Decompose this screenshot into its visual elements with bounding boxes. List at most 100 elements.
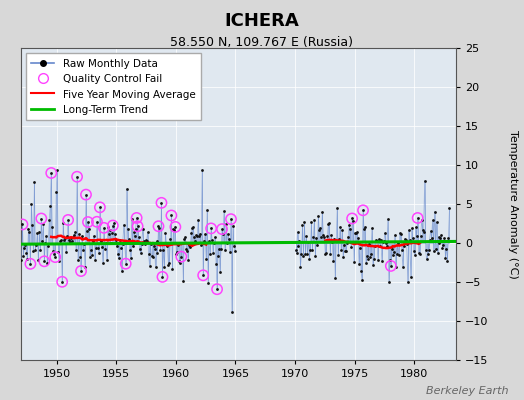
Point (229, 223, 237, 229)
Point (300, 219, 309, 225)
Point (309, 233, 318, 240)
Point (80, 240, 88, 247)
Point (332, 237, 341, 244)
Point (113, 243, 121, 250)
Point (74, 256, 82, 263)
Point (91, 256, 99, 263)
Point (41, 240, 49, 246)
Point (20, 244, 29, 251)
Point (129, 229, 138, 235)
Point (145, 262, 154, 269)
Point (88, 251, 96, 258)
Point (298, 222, 307, 228)
Point (438, 232, 446, 238)
Point (411, 224, 420, 231)
Point (67, 235, 75, 241)
Point (381, 230, 389, 236)
Point (342, 248, 351, 255)
Point (428, 217, 436, 224)
Point (165, 260, 173, 266)
Point (43, 260, 51, 266)
Point (132, 226, 140, 232)
Point (210, 240, 219, 246)
Point (108, 222, 117, 229)
Point (66, 238, 74, 245)
Point (105, 231, 113, 238)
Point (31, 247, 39, 254)
Point (412, 233, 421, 240)
Point (218, 226, 226, 232)
Point (47, 170, 56, 176)
Point (333, 204, 342, 211)
Point (335, 236, 343, 242)
Point (205, 238, 213, 244)
Point (203, 207, 211, 214)
Point (389, 252, 397, 258)
Point (207, 225, 215, 232)
Point (190, 234, 199, 240)
Point (101, 246, 109, 252)
Point (158, 274, 167, 280)
Point (351, 230, 359, 236)
Point (314, 213, 323, 219)
Point (357, 268, 365, 274)
Point (53, 167, 61, 174)
Point (338, 226, 346, 233)
Point (35, 229, 43, 236)
Point (160, 264, 169, 271)
Point (27, 201, 36, 207)
Point (158, 274, 167, 280)
Point (183, 247, 191, 254)
Point (59, 220, 68, 226)
Point (291, 247, 300, 254)
Point (418, 217, 426, 224)
Point (308, 246, 316, 253)
Point (140, 241, 149, 248)
Point (406, 237, 414, 243)
Point (77, 268, 85, 274)
Point (311, 252, 320, 259)
Point (30, 178, 39, 185)
Point (84, 219, 92, 225)
Point (110, 220, 118, 226)
Point (336, 224, 344, 230)
Point (348, 215, 356, 222)
Point (173, 248, 181, 255)
Point (212, 261, 220, 268)
Point (436, 234, 445, 241)
Point (48, 224, 57, 230)
Point (401, 237, 410, 243)
Point (161, 230, 170, 236)
Point (125, 246, 134, 253)
Point (157, 200, 166, 206)
Point (359, 207, 367, 214)
Point (425, 237, 434, 244)
Point (293, 229, 302, 235)
Point (407, 274, 415, 280)
Point (409, 234, 417, 241)
Point (61, 235, 69, 242)
Point (167, 212, 176, 219)
Point (96, 204, 104, 210)
Point (394, 240, 402, 246)
Point (384, 216, 392, 222)
Point (75, 231, 83, 237)
Point (24, 226, 32, 232)
Point (419, 228, 428, 235)
Point (439, 241, 447, 248)
Point (51, 254, 59, 260)
Point (324, 221, 332, 228)
Point (321, 251, 330, 257)
Point (435, 240, 444, 246)
Point (348, 215, 356, 222)
Point (347, 244, 355, 250)
Point (139, 238, 148, 245)
Point (112, 237, 120, 244)
Point (154, 223, 162, 230)
Point (178, 240, 187, 246)
Point (408, 225, 416, 231)
Point (138, 226, 147, 232)
Point (186, 244, 194, 250)
Point (376, 243, 384, 249)
Point (328, 238, 336, 245)
